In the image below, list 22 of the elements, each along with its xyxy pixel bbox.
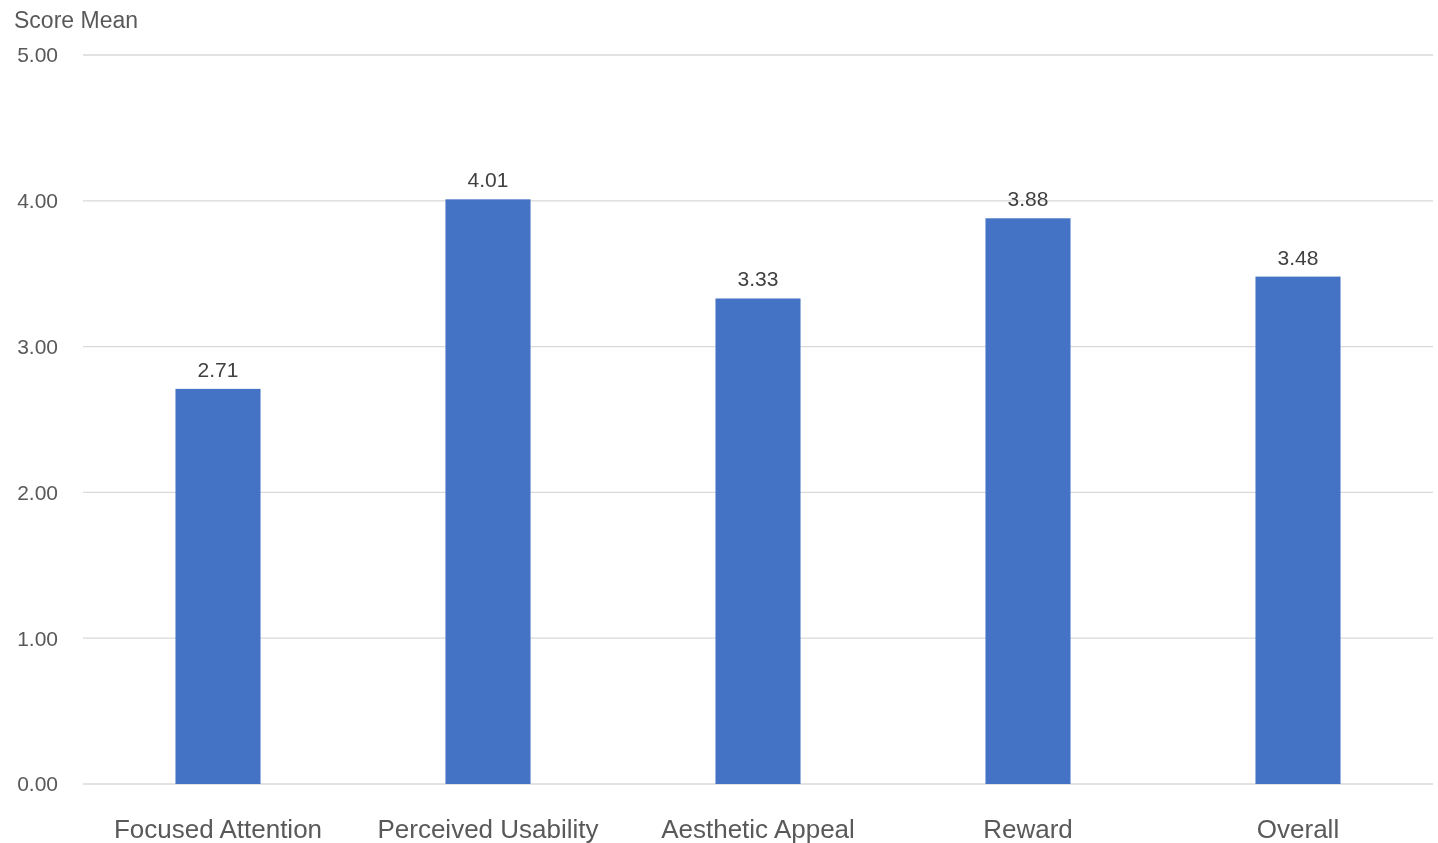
bar [985, 218, 1071, 784]
x-tick-label: Aesthetic Appeal [661, 814, 855, 843]
data-label: 3.33 [737, 267, 779, 291]
y-tick-label: 3.00 [17, 334, 58, 358]
y-tick-label: 2.00 [17, 480, 58, 504]
data-label: 3.48 [1277, 245, 1319, 269]
bar [445, 199, 531, 784]
bar [715, 298, 801, 784]
y-tick-label: 0.00 [17, 772, 58, 796]
x-tick-label: Reward [983, 814, 1073, 843]
data-label: 2.71 [197, 357, 239, 381]
x-tick-label: Perceived Usability [377, 814, 599, 843]
data-label: 3.88 [1007, 187, 1049, 211]
y-tick-label: 1.00 [17, 626, 58, 650]
y-tick-label: 4.00 [17, 189, 58, 213]
x-tick-label: Overall [1256, 814, 1340, 843]
bar [1255, 276, 1341, 784]
y-axis-title: Score Mean [14, 7, 139, 33]
data-label: 4.01 [467, 168, 509, 192]
y-tick-label: 5.00 [17, 43, 58, 67]
bar [175, 388, 261, 784]
x-tick-label: Focused Attention [113, 814, 323, 843]
